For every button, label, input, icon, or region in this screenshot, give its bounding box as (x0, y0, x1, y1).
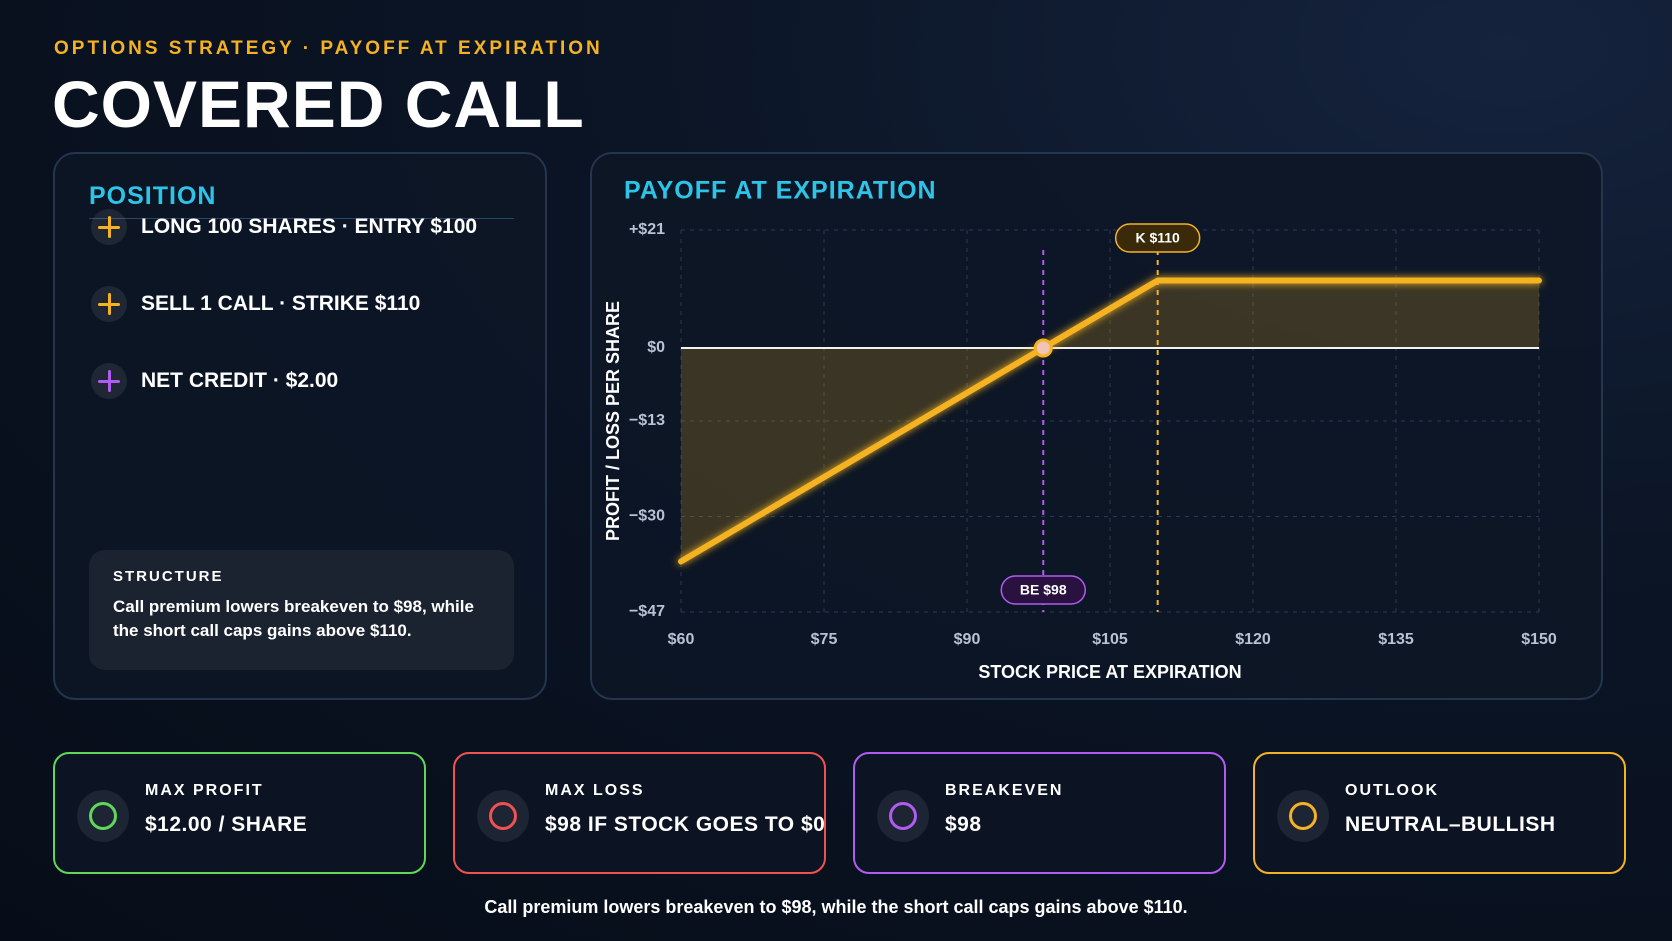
annotation-label: K $110 (1135, 230, 1180, 246)
card-value: $12.00 / SHARE (145, 813, 308, 836)
card-value: NEUTRAL–BULLISH (1345, 813, 1556, 836)
panel-title: POSITION (89, 182, 217, 210)
x-tick-label: $75 (811, 631, 838, 648)
chart-panel (590, 152, 1603, 700)
x-tick-label: $90 (954, 631, 981, 648)
position-item: SELL 1 CALL · STRIKE $110 (91, 284, 420, 324)
x-tick-label: $120 (1235, 631, 1271, 648)
item-icon (91, 363, 127, 399)
card-icon (477, 790, 529, 842)
item-text: NET CREDIT · $2.00 (141, 369, 339, 392)
y-tick-label: +$21 (629, 221, 665, 238)
annotation-label: BE $98 (1020, 582, 1067, 598)
card-value: $98 IF STOCK GOES TO $0 (545, 813, 826, 836)
structure-title: STRUCTURE (113, 568, 224, 585)
y-tick-label: −$30 (629, 508, 665, 525)
annotation-badge (1114, 223, 1201, 253)
card-icon (1277, 790, 1329, 842)
breakeven-dot (1033, 338, 1053, 358)
payoff-area (681, 280, 1539, 562)
x-tick-label: $60 (668, 631, 695, 648)
position-item: LONG 100 SHARES · ENTRY $100 (91, 207, 477, 247)
card-label: MAX PROFIT (145, 782, 264, 799)
y-tick-label: −$47 (629, 603, 665, 620)
structure-box: STRUCTURE Call premium lowers breakeven … (89, 550, 514, 670)
card-label: OUTLOOK (1345, 782, 1439, 799)
y-tick-label: $0 (647, 339, 665, 356)
structure-text: Call premium lowers breakeven to $98, wh… (113, 597, 474, 640)
x-axis-label: STOCK PRICE AT EXPIRATION (978, 662, 1241, 682)
stat-card: OUTLOOK NEUTRAL–BULLISH (1253, 752, 1626, 874)
position-item: NET CREDIT · $2.00 (91, 361, 338, 401)
stat-card: MAX LOSS $98 IF STOCK GOES TO $0 (453, 752, 826, 874)
card-icon (77, 790, 129, 842)
x-tick-label: $135 (1378, 631, 1414, 648)
divider (89, 218, 514, 219)
eyebrow: OPTIONS STRATEGY · PAYOFF AT EXPIRATION (54, 38, 603, 59)
page-title: COVERED CALL (52, 67, 585, 141)
payoff-line (678, 277, 1542, 565)
footer: Call premium lowers breakeven to $98, wh… (484, 897, 1188, 917)
stat-card: BREAKEVEN $98 (853, 752, 1226, 874)
y-axis-label: PROFIT / LOSS PER SHARE (603, 301, 623, 541)
x-tick-label: $150 (1521, 631, 1557, 648)
item-text: SELL 1 CALL · STRIKE $110 (141, 292, 421, 315)
stat-card: MAX PROFIT $12.00 / SHARE (53, 752, 426, 874)
position-panel: POSITION LONG 100 SHARES · ENTRY $100 SEL… (53, 152, 547, 700)
annotation-badge (1000, 575, 1087, 605)
item-text: LONG 100 SHARES · ENTRY $100 (141, 215, 478, 238)
card-label: BREAKEVEN (945, 782, 1064, 799)
x-tick-label: $105 (1092, 631, 1128, 648)
card-value: $98 (945, 813, 982, 836)
item-icon (91, 209, 127, 245)
card-icon (877, 790, 929, 842)
chart-title: PAYOFF AT EXPIRATION (624, 177, 937, 205)
y-tick-label: −$13 (629, 412, 665, 429)
card-label: MAX LOSS (545, 782, 645, 799)
item-icon (91, 286, 127, 322)
